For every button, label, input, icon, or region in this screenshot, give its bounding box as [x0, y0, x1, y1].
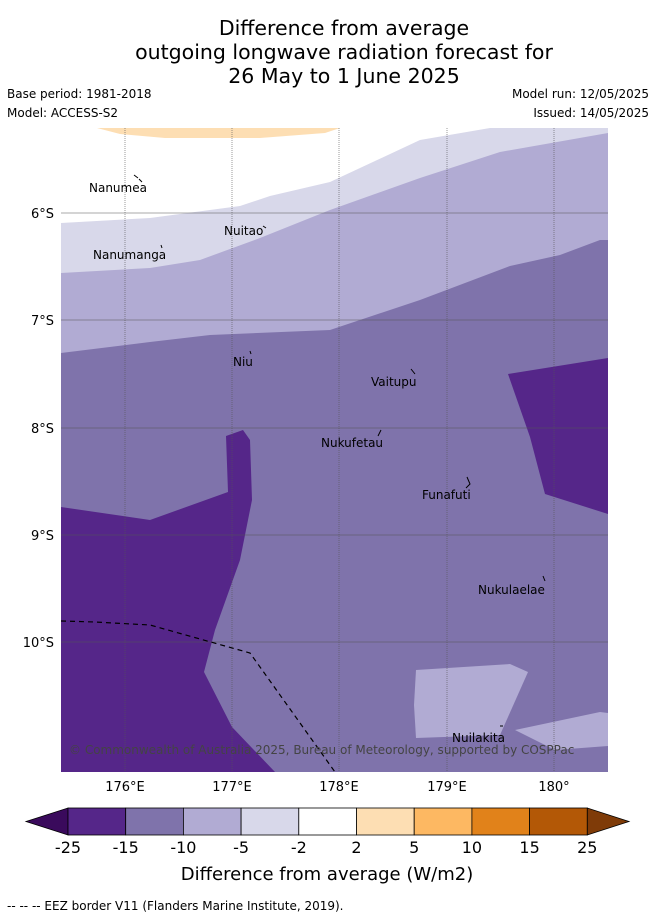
eez-border — [60, 620, 336, 773]
label-nukulaelae: Nukulaelae — [478, 583, 545, 597]
label-nuitao: Nuitao — [224, 224, 263, 238]
label-nukufetau: Nukufetau — [321, 436, 383, 450]
colorbar-tick-label: 5 — [409, 838, 419, 857]
colorbar-segment — [356, 807, 415, 836]
model-name: Model: ACCESS-S2 — [7, 106, 119, 120]
colorbar-extend-low — [24, 807, 69, 836]
lon-label-180: 180° — [538, 780, 569, 795]
map-area — [61, 128, 608, 772]
colorbar-tick-label: -10 — [170, 838, 196, 857]
colorbar-segment — [125, 807, 184, 836]
island-nuitao — [262, 225, 267, 229]
field-neutral — [61, 128, 490, 223]
colorbar-label: Difference from average (W/m2) — [181, 864, 473, 885]
label-niu: Niu — [233, 355, 253, 369]
island-nukulaelae — [542, 575, 546, 582]
colorbar-tick-label: 25 — [577, 838, 597, 857]
field-positive — [97, 128, 340, 138]
field-light-south — [414, 664, 528, 738]
island-funafuti — [465, 476, 471, 489]
title-line-3: 26 May to 1 June 2025 — [228, 64, 460, 88]
colorbar-segment — [529, 807, 588, 836]
colorbar-segment — [67, 807, 127, 836]
label-nanumea: Nanumea — [89, 181, 147, 195]
field-dark-east — [508, 358, 608, 514]
lon-label-177e: 177°E — [212, 780, 252, 795]
island-niu — [249, 350, 252, 355]
label-nuilakita: Nuilakita — [452, 731, 505, 745]
colorbar-tick-label: 15 — [519, 838, 539, 857]
colorbar-tick-label: -5 — [233, 838, 249, 857]
label-funafuti: Funafuti — [422, 488, 471, 502]
lat-label-7s: 7°S — [31, 314, 54, 329]
colorbar-tick-label: -2 — [291, 838, 307, 857]
colorbar-tick-label: -25 — [55, 838, 81, 857]
eez-footnote: -- -- -- EEZ border V11 (Flanders Marine… — [7, 899, 344, 913]
model-run: Model run: 12/05/2025 — [511, 87, 649, 101]
lon-label-178e: 178°E — [319, 780, 359, 795]
label-vaitupu: Vaitupu — [371, 375, 417, 389]
map-title: Difference from average outgoing longwav… — [0, 16, 655, 88]
lon-label-176e: 176°E — [105, 780, 145, 795]
issued-date: Issued: 14/05/2025 — [533, 106, 649, 120]
field-light-southeast — [515, 712, 608, 750]
label-nanumanga: Nanumanga — [93, 248, 166, 262]
island-marks — [133, 174, 546, 727]
colorbar-tick-label: -15 — [113, 838, 139, 857]
island-nanumea — [133, 174, 143, 183]
island-nanumanga — [160, 244, 163, 249]
colorbar-tick-label: 2 — [351, 838, 361, 857]
lat-label-8s: 8°S — [31, 422, 54, 437]
colorbar-segment — [413, 807, 473, 836]
colorbar-segment — [240, 807, 300, 836]
colorbar-segment — [182, 807, 242, 836]
colorbar-extend-high — [586, 807, 631, 836]
colorbar-ticks: -25 -15 -10 -5 -2 2 5 10 15 25 — [55, 838, 598, 857]
field-dark-west — [61, 430, 275, 772]
colorbar-tick-label: 10 — [462, 838, 482, 857]
colorbar — [24, 807, 631, 836]
title-line-2: outgoing longwave radiation forecast for — [135, 40, 553, 64]
colorbar-segment — [471, 807, 530, 836]
lat-label-10s: 10°S — [23, 636, 54, 651]
lat-label-9s: 9°S — [31, 529, 54, 544]
base-period: Base period: 1981-2018 — [7, 87, 152, 101]
graticule — [61, 128, 608, 772]
copyright-notice: © Commonwealth of Australia 2025, Bureau… — [69, 743, 574, 757]
island-nukufetau — [377, 429, 382, 437]
lat-label-6s: 6°S — [31, 207, 54, 222]
colorbar-segment — [298, 807, 357, 836]
island-vaitupu — [410, 368, 416, 375]
lon-label-179e: 179°E — [427, 780, 467, 795]
title-line-1: Difference from average — [218, 16, 470, 40]
